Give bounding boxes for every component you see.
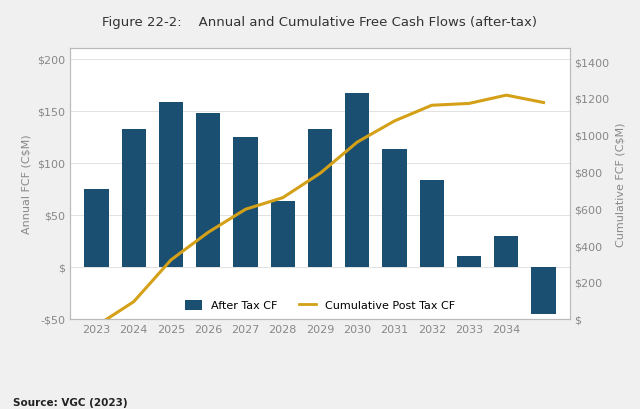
Cumulative Post Tax CF <box>540 101 547 106</box>
Cumulative Post Tax CF <box>502 93 510 98</box>
Cumulative Post Tax CF <box>316 171 324 176</box>
Text: Figure 22-2:    Annual and Cumulative Free Cash Flows (after-tax): Figure 22-2: Annual and Cumulative Free … <box>102 16 538 29</box>
Bar <box>271 202 295 267</box>
Bar <box>457 257 481 267</box>
Cumulative Post Tax CF <box>279 196 287 201</box>
Cumulative Post Tax CF <box>242 207 250 212</box>
Bar <box>84 189 109 267</box>
Bar <box>494 236 518 267</box>
Bar <box>196 113 220 267</box>
Bar <box>345 94 369 267</box>
Text: Source: VGC (2023): Source: VGC (2023) <box>13 397 127 407</box>
Bar <box>531 267 556 314</box>
Cumulative Post Tax CF <box>390 119 398 124</box>
Cumulative Post Tax CF <box>428 103 436 108</box>
Cumulative Post Tax CF <box>465 102 473 107</box>
Bar <box>382 150 406 267</box>
Y-axis label: Annual FCF (C$M): Annual FCF (C$M) <box>22 135 32 234</box>
Cumulative Post Tax CF <box>353 140 361 145</box>
Bar <box>420 181 444 267</box>
Cumulative Post Tax CF <box>130 299 138 304</box>
Y-axis label: Cumulative FCF (C$M): Cumulative FCF (C$M) <box>615 122 625 246</box>
Bar <box>122 130 146 267</box>
Cumulative Post Tax CF <box>204 230 212 235</box>
Legend: After Tax CF, Cumulative Post Tax CF: After Tax CF, Cumulative Post Tax CF <box>180 294 460 316</box>
Bar <box>159 103 183 267</box>
Cumulative Post Tax CF <box>93 324 100 328</box>
Bar <box>234 137 257 267</box>
Line: Cumulative Post Tax CF: Cumulative Post Tax CF <box>97 96 543 326</box>
Bar <box>308 130 332 267</box>
Cumulative Post Tax CF <box>167 258 175 263</box>
